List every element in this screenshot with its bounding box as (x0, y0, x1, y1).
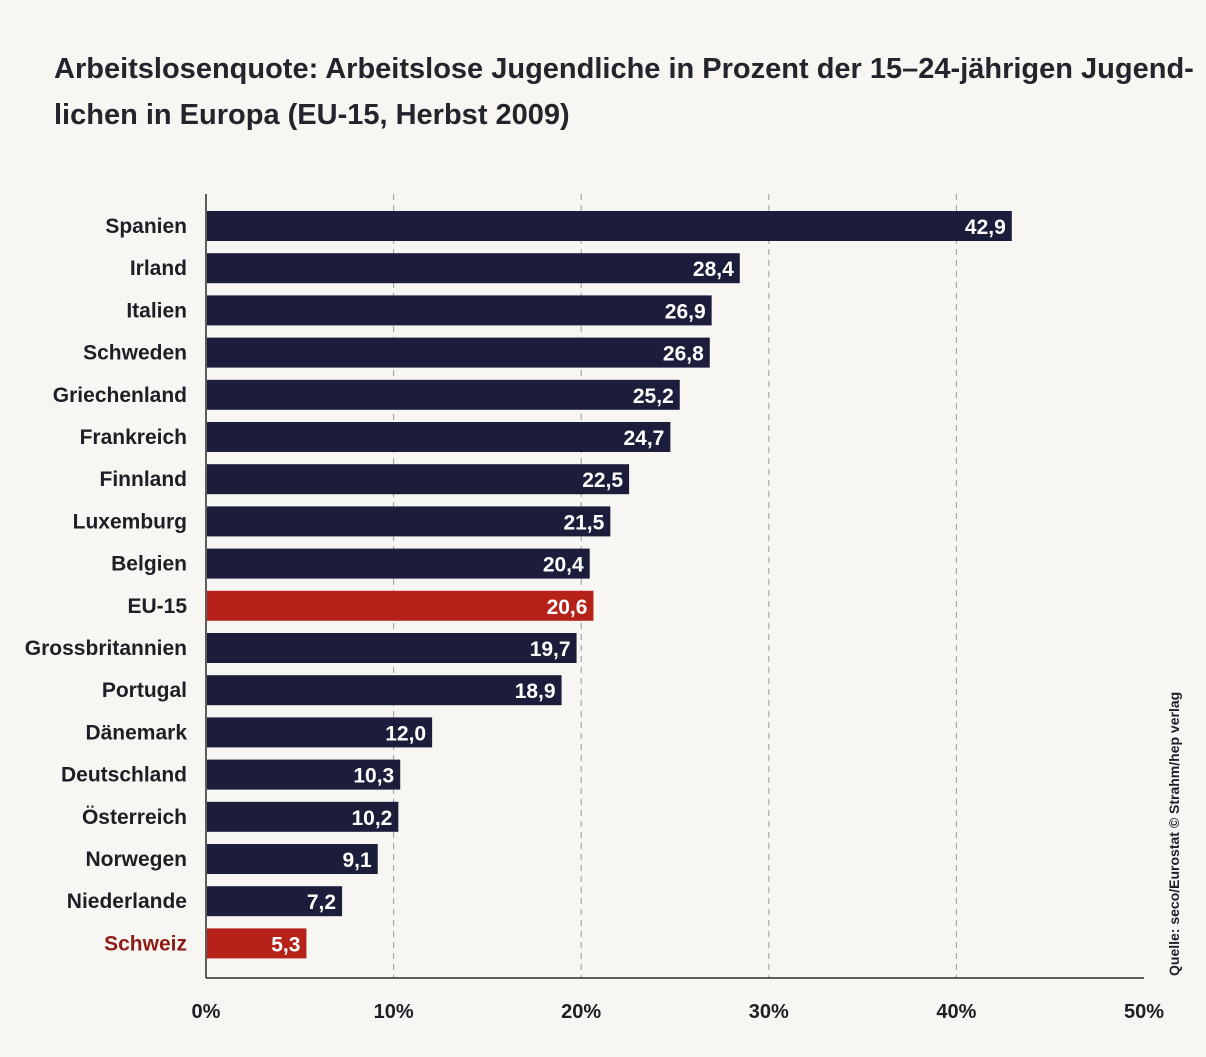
value-label: 20,6 (547, 596, 588, 619)
source-credit: Quelle: seco/Eurostat © Strahm/hep verla… (1166, 691, 1182, 976)
value-label: 19,7 (530, 638, 571, 661)
bar (207, 337, 710, 368)
x-tick-label: 0% (192, 1001, 221, 1023)
category-label: Italien (126, 299, 187, 322)
category-label: Portugal (102, 679, 187, 702)
bar (207, 886, 343, 917)
bar (207, 675, 562, 706)
category-label: Belgien (111, 553, 187, 576)
bar (207, 633, 577, 663)
bar (207, 548, 590, 579)
bar (207, 506, 611, 537)
value-label: 21,5 (563, 511, 604, 534)
category-label: Spanien (105, 215, 187, 238)
category-label: Frankreich (80, 426, 187, 449)
chart-title-line-1: Arbeitslosenquote: Arbeitslose Jugendlic… (54, 53, 1194, 85)
chart-title-line-2: lichen in Europa (EU-15, Herbst 2009) (54, 99, 570, 131)
category-label: Finnland (100, 468, 188, 491)
bar (207, 295, 712, 326)
category-label: Griechenland (53, 384, 187, 407)
category-label: Deutschland (61, 764, 187, 787)
category-label: Niederlande (67, 890, 187, 913)
category-label: Grossbritannien (25, 637, 187, 660)
value-label: 25,2 (633, 385, 674, 408)
bar (207, 464, 630, 495)
category-label: Luxemburg (73, 510, 187, 533)
bar (207, 717, 433, 748)
x-tick-label: 30% (749, 1001, 789, 1023)
category-label: Schweiz (104, 932, 187, 955)
value-label: 10,3 (353, 765, 394, 788)
bar (207, 844, 378, 874)
x-tick-label: 50% (1124, 1001, 1164, 1023)
value-label: 26,8 (663, 343, 704, 366)
bar (207, 211, 1012, 241)
value-label: 10,2 (351, 807, 392, 830)
value-label: 22,5 (582, 469, 623, 492)
bar (207, 928, 307, 959)
x-tick-label: 10% (374, 1001, 414, 1023)
category-label: EU-15 (127, 595, 187, 618)
value-label: 18,9 (515, 680, 556, 703)
value-label: 12,0 (385, 722, 426, 745)
value-label: 9,1 (343, 849, 373, 872)
category-label: Irland (130, 257, 187, 280)
category-label: Norwegen (85, 848, 187, 871)
category-label: Dänemark (85, 721, 187, 744)
value-label: 20,4 (543, 554, 584, 577)
bar (207, 801, 399, 832)
value-label: 5,3 (271, 933, 300, 956)
value-label: 7,2 (307, 891, 336, 914)
value-label: 24,7 (623, 427, 664, 450)
category-label: Schweden (83, 342, 187, 365)
value-label: 28,4 (693, 258, 734, 281)
value-label: 42,9 (965, 216, 1006, 239)
bar (207, 759, 401, 790)
x-tick-label: 40% (936, 1001, 976, 1023)
bar (207, 253, 740, 284)
x-tick-label: 20% (561, 1001, 601, 1023)
bar (207, 590, 594, 621)
chart-title: Arbeitslosenquote: Arbeitslose Jugendlic… (54, 46, 1194, 138)
value-label: 26,9 (665, 300, 706, 323)
category-label: Österreich (82, 806, 187, 829)
bar (207, 422, 671, 452)
bar (207, 379, 680, 410)
